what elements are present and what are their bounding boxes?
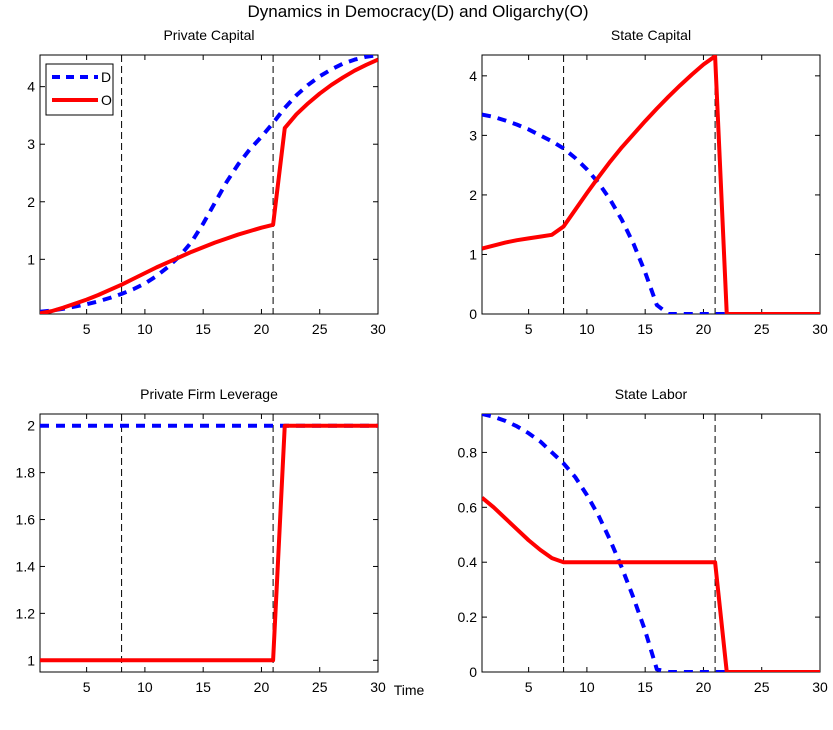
axes-frame [481,413,821,673]
x-tick-label: 15 [637,679,653,695]
x-tick-label: 5 [525,321,533,337]
x-tick-label: 25 [312,321,328,337]
y-tick-label: 4 [27,79,35,95]
series-line-o [40,423,378,663]
panel-title: State Labor [615,386,688,402]
y-tick-label: 1.6 [16,512,36,528]
series-line-o [40,57,378,314]
y-tick-label: 1.2 [16,605,36,621]
x-tick-label: 5 [83,321,91,337]
legend-box [45,63,114,116]
x-tick-label: 15 [637,321,653,337]
x-tick-label: 30 [370,679,386,695]
y-tick-label: 1 [27,251,35,267]
x-tick-label: 10 [137,321,153,337]
y-tick-label: 0 [469,664,477,680]
figure-xlabel: Time [394,682,425,698]
series-line-d [482,414,820,672]
series-line-o [482,496,820,672]
y-tick-label: 2 [27,194,35,210]
x-tick-label: 15 [195,679,211,695]
y-tick-label: 0.6 [458,499,478,515]
axes-frame [39,413,379,673]
figure-title: Dynamics in Democracy(D) and Oligarchy(O… [247,2,588,21]
x-tick-label: 25 [754,679,770,695]
panel-title: Private Capital [163,27,254,43]
legend-label-o: O [101,92,112,108]
y-tick-label: 1 [27,652,35,668]
y-tick-label: 2 [469,187,477,203]
x-tick-label: 30 [370,321,386,337]
x-tick-label: 20 [254,321,270,337]
axes-frame [481,54,821,315]
legend-label-d: D [101,69,111,85]
x-tick-label: 25 [312,679,328,695]
y-tick-label: 1.4 [16,558,36,574]
series-line-d [482,112,820,314]
legend: D O [45,63,114,116]
x-tick-label: 10 [579,321,595,337]
x-tick-label: 30 [812,321,828,337]
panel-private-firm-leverage: Private Firm Leverage 5 10 15 20 25 30 1 1.2 1.4… [16,386,386,695]
x-tick-label: 20 [696,321,712,337]
y-tick-label: 1.8 [16,465,36,481]
x-tick-label: 20 [254,679,270,695]
panel-state-labor: State Labor 5 10 15 20 25 30 0 0.2 0.4 0.6 0.8 [458,386,828,695]
y-tick-label: 3 [469,127,477,143]
x-tick-label: 10 [579,679,595,695]
x-tick-label: 25 [754,321,770,337]
y-tick-label: 1 [469,246,477,262]
y-tick-label: 0 [469,306,477,322]
y-tick-label: 0.4 [458,554,478,570]
series-line-o [482,55,820,314]
panel-title: State Capital [611,27,691,43]
x-tick-label: 5 [83,679,91,695]
panel-title: Private Firm Leverage [140,386,278,402]
y-tick-label: 0.8 [458,444,478,460]
x-tick-label: 5 [525,679,533,695]
x-tick-label: 15 [195,321,211,337]
panel-state-capital: State Capital 5 10 15 20 25 30 0 1 2 3 4 [469,27,828,337]
y-tick-label: 2 [27,418,35,434]
series-line-d [40,55,378,314]
y-tick-label: 3 [27,136,35,152]
x-tick-label: 30 [812,679,828,695]
y-tick-label: 4 [469,68,477,84]
y-tick-label: 0.2 [458,609,478,625]
x-tick-label: 10 [137,679,153,695]
x-tick-label: 20 [696,679,712,695]
